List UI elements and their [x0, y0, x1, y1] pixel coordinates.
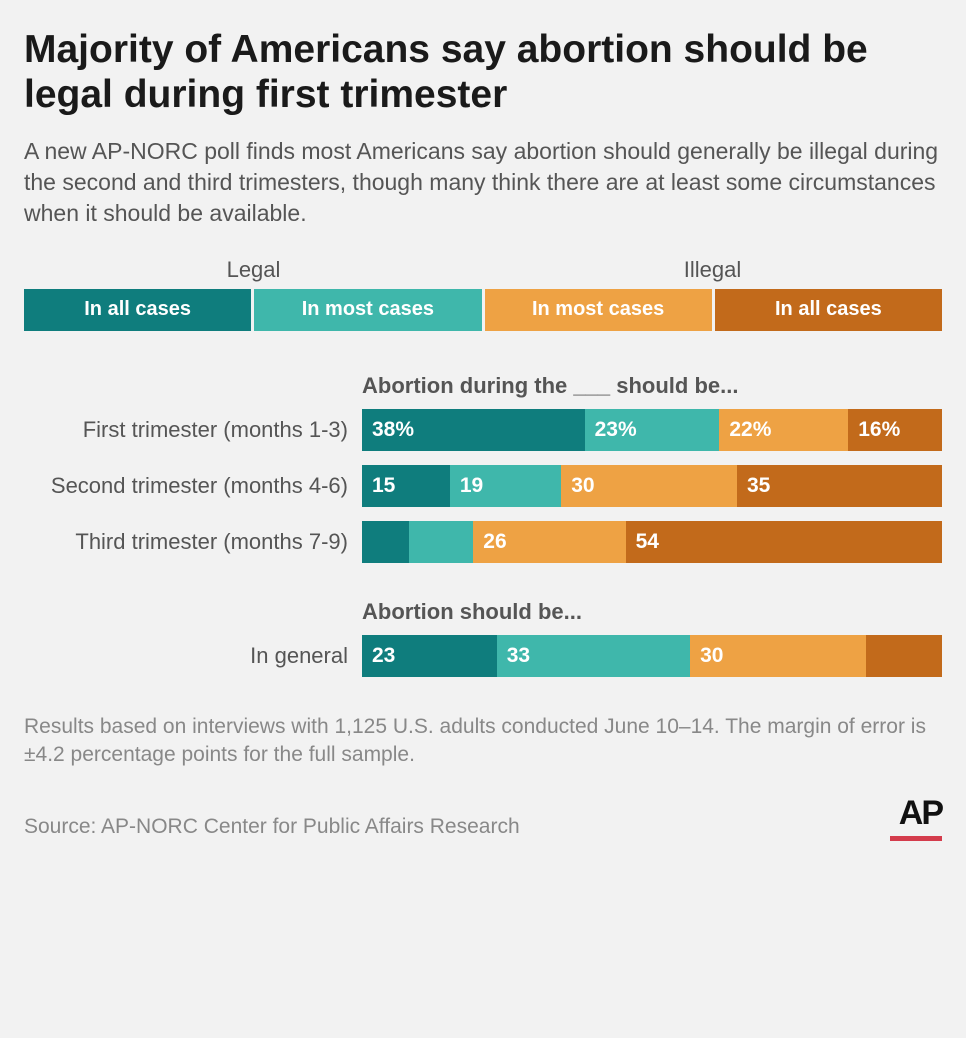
bar-segment [866, 635, 942, 677]
bar-row: First trimester (months 1-3)38%23%22%16% [24, 409, 942, 451]
legend-item: In most cases [254, 289, 481, 331]
legend: Legal Illegal In all casesIn most casesI… [24, 257, 942, 331]
bar-segment: 16% [848, 409, 942, 451]
source-line: Source: AP-NORC Center for Public Affair… [24, 815, 520, 839]
chart-subtitle: A new AP-NORC poll finds most Americans … [24, 136, 942, 229]
bar-segment: 23% [585, 409, 720, 451]
chart1-title: Abortion during the ___ should be... [362, 373, 942, 399]
row-label: Second trimester (months 4-6) [24, 473, 362, 499]
bar-segment: 15 [362, 465, 450, 507]
legend-item: In most cases [485, 289, 712, 331]
bar-row: Third trimester (months 7-9)2654 [24, 521, 942, 563]
chart2-title: Abortion should be... [362, 599, 942, 625]
legend-header-illegal: Illegal [483, 257, 942, 283]
row-label: First trimester (months 1-3) [24, 417, 362, 443]
bar-segment [409, 521, 473, 563]
bar-segment: 26 [473, 521, 625, 563]
legend-item: In all cases [24, 289, 251, 331]
bar-track: 15193035 [362, 465, 942, 507]
bar-segment: 38% [362, 409, 585, 451]
chart-general: Abortion should be... In general233330 [24, 599, 942, 677]
bar-track: 233330 [362, 635, 942, 677]
bar-row: Second trimester (months 4-6)15193035 [24, 465, 942, 507]
ap-logo: AP [899, 794, 942, 839]
bar-segment [362, 521, 409, 563]
bar-segment: 19 [450, 465, 561, 507]
bar-segment: 30 [561, 465, 737, 507]
bar-track: 38%23%22%16% [362, 409, 942, 451]
footnote: Results based on interviews with 1,125 U… [24, 713, 942, 770]
row-label: Third trimester (months 7-9) [24, 529, 362, 555]
bar-segment: 54 [626, 521, 942, 563]
chart-title: Majority of Americans say abortion shoul… [24, 28, 942, 118]
legend-header-legal: Legal [24, 257, 483, 283]
bar-segment: 23 [362, 635, 497, 677]
chart-trimesters: Abortion during the ___ should be... Fir… [24, 373, 942, 563]
bar-track: 2654 [362, 521, 942, 563]
row-label: In general [24, 643, 362, 669]
bar-segment: 30 [690, 635, 866, 677]
bar-segment: 35 [737, 465, 942, 507]
bar-segment: 33 [497, 635, 690, 677]
bar-segment: 22% [719, 409, 848, 451]
bar-row: In general233330 [24, 635, 942, 677]
legend-item: In all cases [715, 289, 942, 331]
